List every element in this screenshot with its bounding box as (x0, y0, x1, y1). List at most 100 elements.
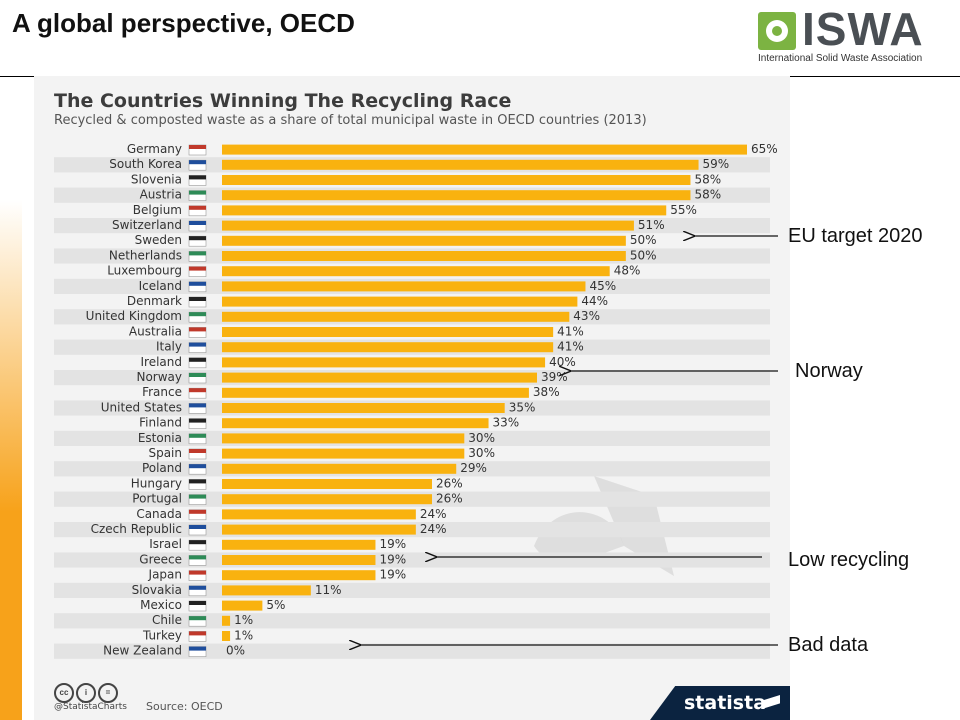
bar (222, 448, 465, 459)
category-label: United States (101, 400, 182, 414)
bar (222, 190, 691, 201)
flag-stripe (189, 646, 206, 651)
category-label: Spain (148, 446, 182, 460)
chart-subtitle: Recycled & composted waste as a share of… (54, 113, 647, 128)
bar (222, 327, 554, 337)
flag-stripe (189, 418, 206, 423)
data-label: 48% (614, 264, 641, 278)
bar (222, 509, 416, 520)
logo-subtitle: International Solid Waste Association (758, 53, 923, 64)
bar (222, 403, 505, 413)
flag-stripe (189, 631, 206, 636)
flag-stripe (189, 555, 206, 560)
flag-stripe (189, 342, 206, 347)
bar (222, 494, 432, 505)
data-label: 24% (420, 522, 447, 536)
flag-stripe (189, 449, 206, 453)
data-label: 11% (315, 583, 342, 597)
data-label: 45% (589, 279, 616, 293)
data-label: 58% (694, 172, 721, 186)
bar (222, 372, 537, 383)
statista-wordmark: statista (684, 692, 767, 714)
category-label: South Korea (109, 157, 182, 171)
flag-stripe (189, 357, 206, 362)
category-label: Slovakia (132, 583, 182, 597)
flag-stripe (189, 540, 206, 545)
data-label: 26% (436, 476, 463, 490)
slide-title: A global perspective, OECD (12, 8, 355, 38)
flag-stripe (189, 236, 206, 241)
data-label: 24% (420, 507, 447, 521)
category-label: France (142, 385, 182, 399)
category-label: Luxembourg (107, 264, 182, 278)
bar (222, 615, 231, 626)
category-label: Turkey (142, 628, 182, 642)
data-label: 1% (234, 613, 253, 627)
data-label: 51% (638, 218, 665, 232)
flag-stripe (189, 479, 206, 484)
bar (222, 159, 699, 170)
category-label: Netherlands (109, 248, 182, 262)
bar (222, 539, 376, 550)
data-label: 19% (379, 568, 406, 582)
category-label: Chile (152, 613, 182, 627)
data-label: 33% (493, 416, 520, 430)
data-label: 41% (557, 340, 584, 354)
flag-stripe (189, 281, 206, 286)
data-label: 30% (468, 431, 495, 445)
bar (222, 387, 529, 398)
category-label: Greece (139, 552, 182, 566)
category-label: Estonia (138, 431, 182, 445)
data-label: 50% (630, 233, 657, 247)
flag-stripe (189, 266, 206, 271)
bar (222, 555, 376, 565)
flag-stripe (189, 251, 206, 256)
bar (222, 585, 311, 596)
chart-panel: Germany 65% South Korea 59% Slovenia 58% Austr… (34, 76, 790, 720)
flag-stripe (189, 388, 206, 393)
category-label: New Zealand (103, 644, 182, 658)
flag-stripe (189, 433, 206, 438)
flag-stripe (189, 525, 206, 529)
bar (222, 600, 263, 611)
flag-icon (188, 281, 207, 293)
data-label: 19% (379, 552, 406, 566)
data-label: 55% (670, 203, 697, 217)
bar-chart: Germany 65% South Korea 59% Slovenia 58% Austr… (54, 142, 778, 659)
category-label: Japan (148, 568, 182, 582)
bar (222, 220, 634, 231)
bar (222, 357, 546, 368)
license-icons: cc i = (54, 682, 120, 703)
flag-stripe (189, 570, 206, 575)
bar (222, 342, 554, 353)
annotation-norway: Norway (795, 360, 863, 382)
data-label: 65% (751, 142, 778, 156)
flag-stripe (189, 205, 206, 210)
data-label: 1% (234, 628, 253, 642)
flag-stripe (189, 312, 206, 317)
bar (222, 266, 610, 277)
category-label: Mexico (140, 598, 182, 612)
category-label: Hungary (131, 476, 182, 490)
flag-stripe (189, 601, 206, 605)
data-label: 44% (581, 294, 608, 308)
category-label: Iceland (139, 279, 182, 293)
category-label: Slovenia (131, 172, 182, 186)
data-label: 30% (468, 446, 495, 460)
bar (222, 433, 465, 444)
category-label: Portugal (132, 492, 182, 506)
category-label: Norway (136, 370, 182, 384)
row-stripe (54, 613, 770, 629)
statista-handle: @StatistaCharts (54, 702, 127, 712)
bar (222, 463, 457, 474)
data-label: 0% (226, 644, 245, 658)
row-stripe (54, 643, 770, 659)
category-label: Israel (149, 537, 182, 551)
annotation-eu-target: EU target 2020 (788, 225, 923, 247)
category-label: Italy (156, 340, 182, 354)
flag-stripe (189, 190, 206, 195)
category-label: Denmark (127, 294, 182, 308)
data-label: 38% (533, 385, 560, 399)
flag-stripe (189, 616, 206, 621)
data-label: 43% (573, 309, 600, 323)
